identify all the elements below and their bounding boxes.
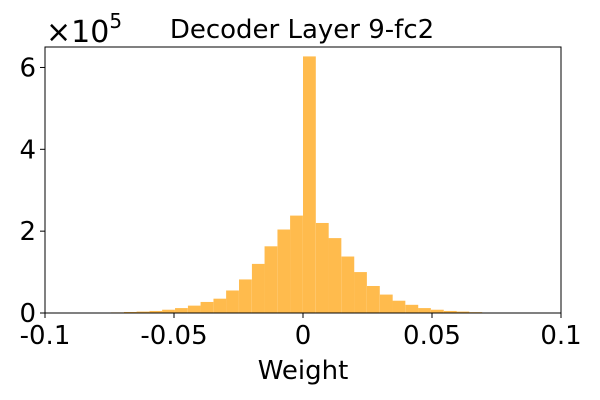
histogram-bar [430,309,444,313]
y-axis-scale-exponent: 5 [109,9,122,33]
histogram-bar [290,215,303,313]
histogram-bar [162,309,175,313]
histogram-bar [328,238,342,313]
histogram-bar [200,301,214,313]
histogram-bar [213,298,227,313]
histogram-bar [456,311,470,313]
x-axis-ticks: -0.1 -0.05 0 0.05 0.1 [20,313,582,351]
x-tick-label: 0.05 [403,321,461,351]
y-tick-label: 6 [19,53,36,83]
histogram-bar [226,290,239,313]
x-tick-label: 0 [295,321,312,351]
histogram-bar [418,308,431,313]
histogram-bar [187,305,201,313]
histogram-bar [366,285,380,313]
chart-title: Decoder Layer 9-fc2 [170,15,434,45]
y-tick-label: 0 [19,299,36,329]
histogram-bar [264,246,278,313]
histogram-bar [379,294,393,313]
histogram-bar [341,256,355,313]
histogram-bar [392,300,406,313]
histogram-bar [405,304,419,313]
histogram-bar [251,263,265,313]
x-tick-label: -0.1 [20,321,71,351]
histogram-bar [175,308,188,313]
x-tick-label: -0.05 [140,321,207,351]
y-axis-scale-base: ×10 [46,15,109,50]
y-tick-label: 2 [19,217,36,247]
y-tick-label: 4 [19,135,36,165]
histogram-bar [277,229,291,313]
histogram-bar [315,222,329,313]
histogram-bar [136,311,150,313]
histogram-bar [123,311,137,313]
histogram-bar [443,310,457,313]
histogram-bars [98,56,495,313]
y-axis-ticks: 0 2 4 6 [19,53,45,329]
y-axis-scale-factor: ×105 [46,9,122,50]
x-axis-label: Weight [258,356,349,386]
histogram-bar [149,310,163,313]
histogram-bar [303,56,316,313]
x-tick-label: 0.1 [540,321,581,351]
histogram-bar [239,279,252,313]
histogram-bar [354,272,367,313]
